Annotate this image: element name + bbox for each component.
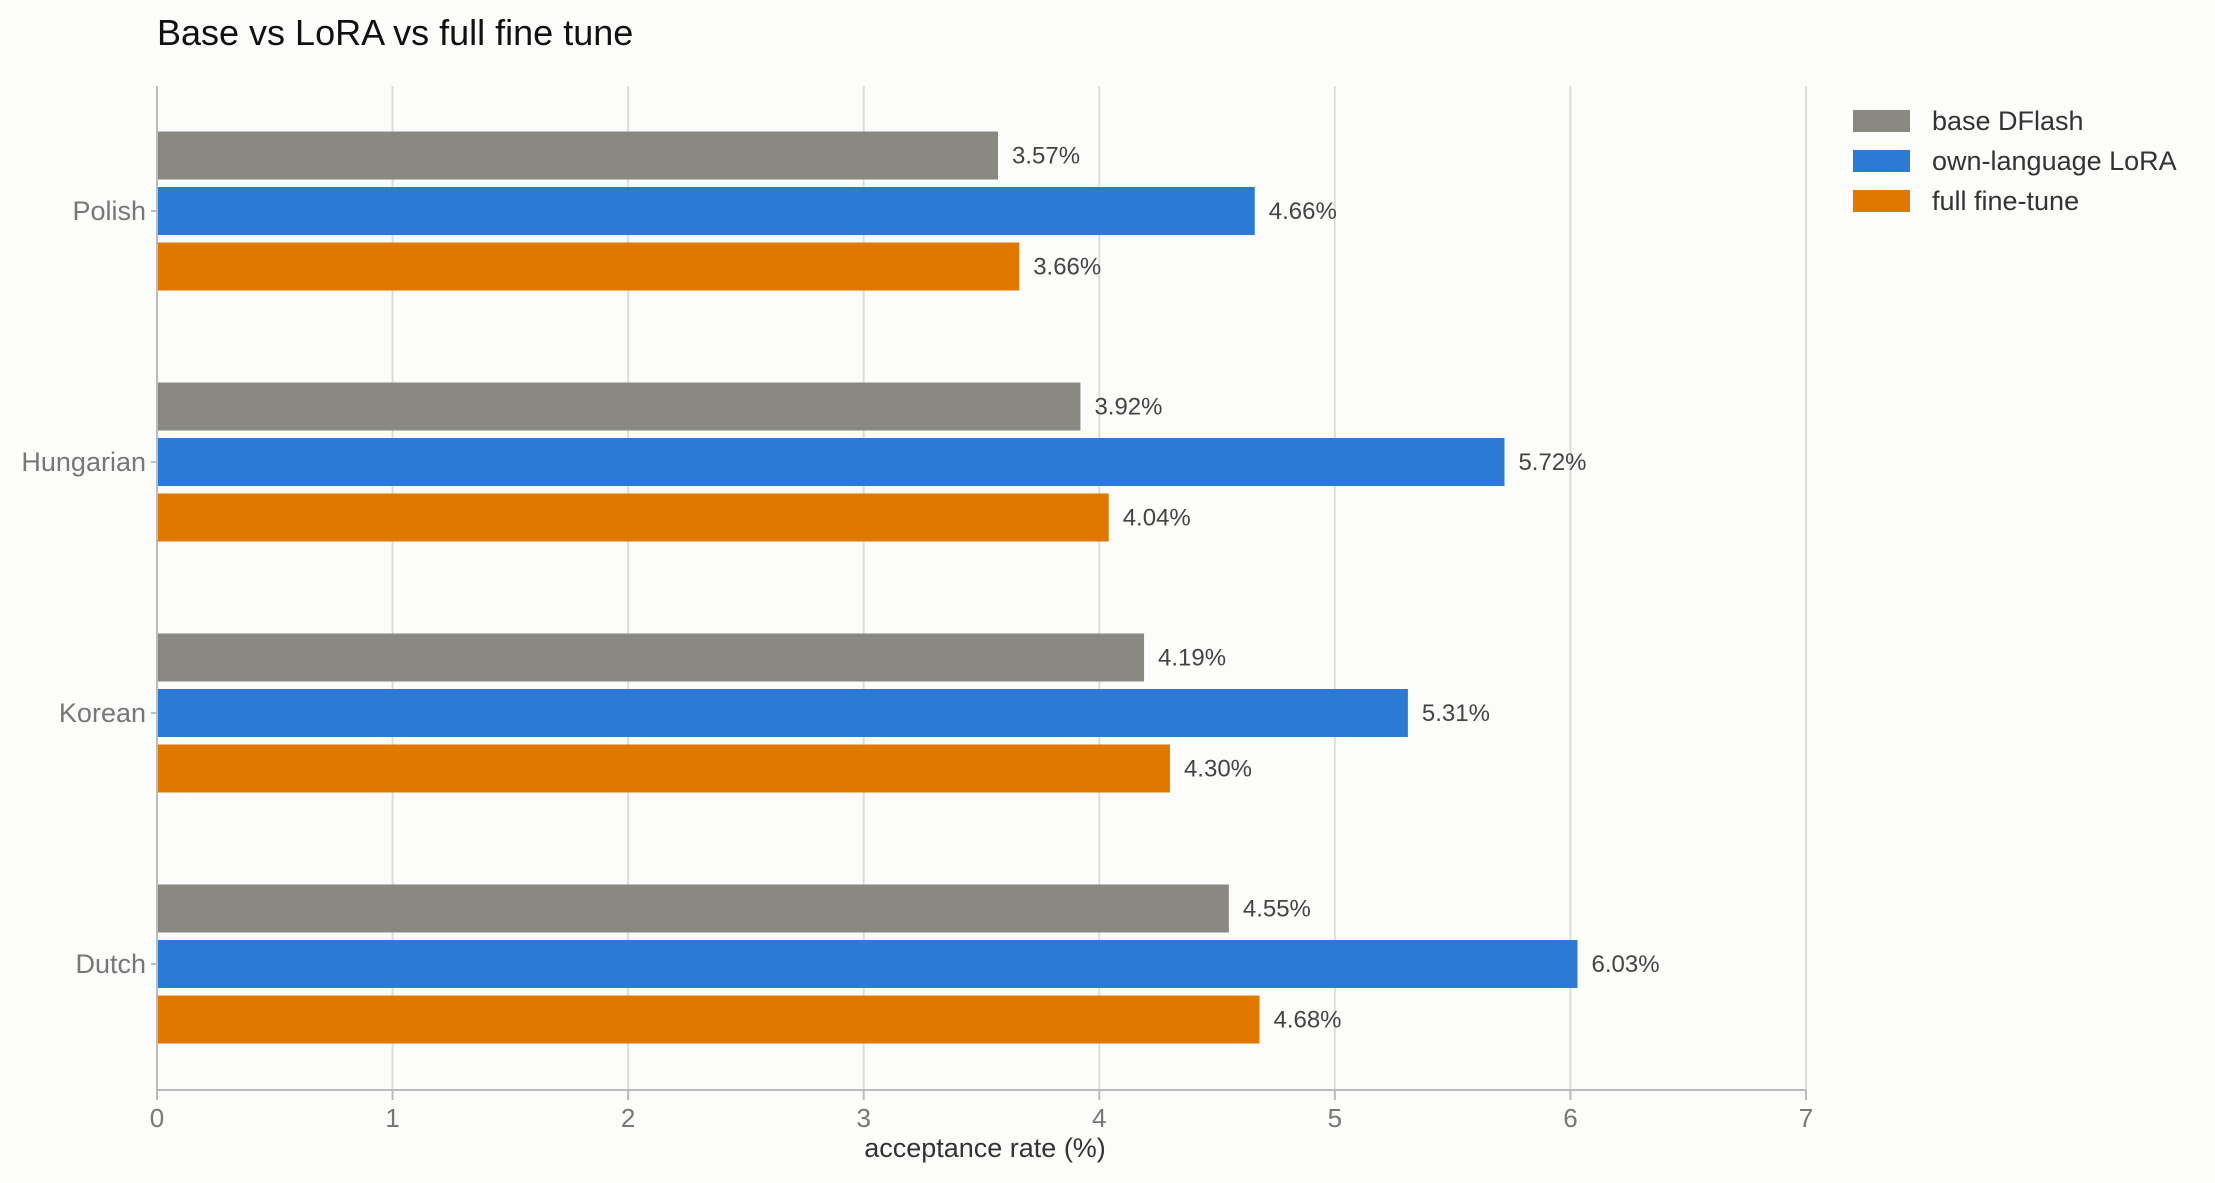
legend-label: base DFlash	[1932, 106, 2084, 136]
data-label: 3.57%	[1012, 143, 1080, 170]
x-tick-label: 2	[621, 1103, 635, 1133]
x-tick-label: 1	[385, 1103, 399, 1133]
bar	[157, 131, 998, 180]
bar	[157, 995, 1260, 1044]
x-tick-label: 6	[1563, 1103, 1577, 1133]
category-label: Hungarian	[21, 447, 146, 477]
x-tick-label: 5	[1328, 1103, 1342, 1133]
data-label: 4.30%	[1184, 756, 1252, 783]
category-label: Polish	[72, 196, 146, 226]
legend-label: full fine-tune	[1932, 186, 2079, 216]
x-tick-label: 7	[1799, 1103, 1813, 1133]
data-label: 4.19%	[1158, 645, 1226, 672]
bar	[157, 242, 1020, 291]
x-tick-label: 0	[150, 1103, 164, 1133]
legend-swatch	[1853, 110, 1910, 132]
data-label: 3.66%	[1033, 254, 1101, 281]
bar	[157, 744, 1170, 793]
category-axis: Polish Hungarian Korean Dutch	[21, 196, 157, 979]
data-label: 4.68%	[1273, 1007, 1341, 1034]
data-label: 3.92%	[1094, 394, 1162, 421]
legend-swatch	[1853, 150, 1910, 172]
category-label: Korean	[59, 698, 146, 728]
data-label: 5.72%	[1518, 449, 1586, 476]
x-axis: 0 1 2 3 4 5 6 7	[150, 86, 1813, 1133]
legend-swatch	[1853, 190, 1910, 212]
x-axis-label: acceptance rate (%)	[864, 1133, 1106, 1163]
data-label: 5.31%	[1422, 700, 1490, 727]
bar	[157, 382, 1081, 431]
bar	[157, 884, 1229, 933]
bar	[157, 438, 1505, 486]
data-label: 4.55%	[1243, 896, 1311, 923]
gridlines	[156, 86, 1807, 1090]
legend-label: own-language LoRA	[1932, 146, 2177, 176]
bars: 3.57% 4.66% 3.66% 3.92% 5.72% 4.04% 4.19% 5.31%…	[157, 131, 1660, 1044]
category-label: Dutch	[75, 949, 146, 979]
data-label: 6.03%	[1591, 951, 1659, 978]
bar	[157, 633, 1145, 682]
bar	[157, 493, 1109, 542]
chart-title: Base vs LoRA vs full fine tune	[157, 12, 633, 53]
bar	[157, 689, 1408, 737]
bar	[157, 187, 1255, 235]
legend: base DFlash own-language LoRA full fine-tu…	[1853, 106, 2177, 216]
data-label: 4.66%	[1269, 198, 1337, 225]
bar	[157, 940, 1578, 988]
x-tick-label: 4	[1092, 1103, 1106, 1133]
data-label: 4.04%	[1123, 505, 1191, 532]
x-tick-label: 3	[856, 1103, 870, 1133]
